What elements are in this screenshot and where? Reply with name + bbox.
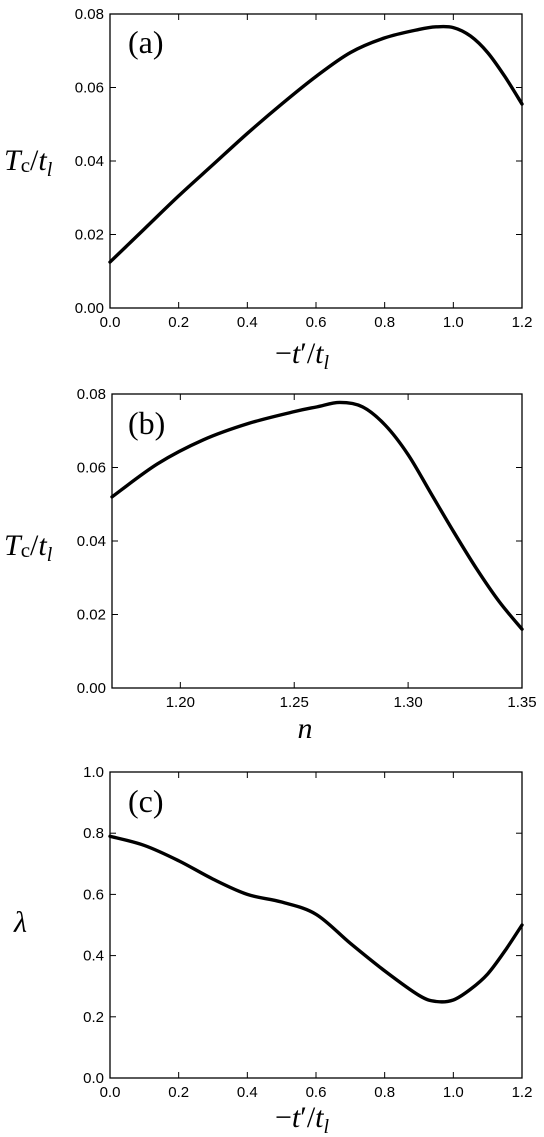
panel-c-xlabel-l: l bbox=[324, 1116, 330, 1137]
panel-a-tag: (a) bbox=[128, 24, 164, 60]
panel-c-ylabel: λ bbox=[13, 906, 27, 939]
panel-b-xlabel: n bbox=[298, 712, 313, 745]
panel-b-y-tick-label: 0.08 bbox=[77, 386, 106, 403]
panel-c-x-tick-label: 0.4 bbox=[237, 1084, 258, 1101]
panel-a-x-tick-label: 0.0 bbox=[100, 314, 121, 331]
panel-c-xlabel: −t′/tl bbox=[275, 1101, 330, 1137]
panel-c-xlabel-prime: ′ bbox=[300, 1101, 307, 1134]
panel-b-ylabel: Tc/tl bbox=[4, 529, 53, 566]
panel-a-ylabel-T: T bbox=[4, 144, 23, 177]
panel-c-x-tick-label: 0.6 bbox=[306, 1084, 327, 1101]
panel-a-y-tick-label: 0.02 bbox=[75, 227, 104, 244]
panel-a-ylabel-c: c bbox=[21, 153, 30, 177]
panel-c-x-tick-label: 1.2 bbox=[512, 1084, 533, 1101]
panel-a-xlabel-prime: ′ bbox=[300, 337, 307, 370]
panel-c-frame bbox=[109, 771, 523, 1079]
panel-a-ylabel-t: t bbox=[38, 144, 47, 177]
panel-a-y-tick-label: 0.08 bbox=[75, 6, 104, 23]
panel-a-ylabel: Tc/tl bbox=[4, 144, 53, 181]
panel-a-xlabel-t2: t bbox=[315, 337, 324, 370]
panel-b-ylabel-c: c bbox=[21, 538, 30, 562]
panel-b-y-tick-label: 0.06 bbox=[77, 460, 106, 477]
panel-a-ylabel-slash: / bbox=[30, 144, 39, 177]
panel-b-ticks bbox=[112, 393, 523, 689]
panel-a-y-tick-labels: 0.00 0.02 0.04 0.06 0.08 bbox=[75, 6, 104, 317]
panel-a-xlabel: −t′/tl bbox=[275, 337, 330, 374]
panel-a-y-tick-label: 0.06 bbox=[75, 80, 104, 97]
panel-c-y-tick-label: 0.0 bbox=[83, 1070, 104, 1087]
panel-c-xlabel-t2: t bbox=[315, 1101, 324, 1134]
panel-a: 0.0 0.2 0.4 0.6 0.8 1.0 1.2 0.000.020.040.060.… bbox=[4, 6, 532, 374]
panel-c-y-tick-label: 1.0 bbox=[83, 764, 104, 781]
panel-a-x-tick-label: 1.0 bbox=[443, 314, 464, 331]
panel-a-xlabel-t: t bbox=[292, 337, 301, 370]
panel-a-y-tick-label: 0.00 bbox=[75, 300, 104, 317]
panel-a-ylabel-l: l bbox=[47, 159, 53, 181]
panel-b-ylabel-slash: / bbox=[30, 529, 39, 562]
panel-b-series-line bbox=[110, 400, 524, 631]
panel-a-x-tick-label: 0.2 bbox=[168, 314, 189, 331]
panel-b-tag: (b) bbox=[128, 405, 165, 441]
panel-c-ticks bbox=[109, 771, 523, 1079]
panel-c-y-tick-label: 0.4 bbox=[83, 948, 104, 965]
panel-c-y-tick-label: 0.8 bbox=[83, 825, 104, 842]
panel-a-y-tick-label: 0.04 bbox=[75, 153, 104, 170]
panel-a-ticks bbox=[109, 13, 523, 309]
panel-c-x-tick-label: 0.0 bbox=[100, 1084, 121, 1101]
panel-a-xlabel-slash: / bbox=[307, 337, 316, 370]
panel-b-y-tick-label: 0.04 bbox=[77, 533, 106, 550]
panel-c-tag: (c) bbox=[128, 783, 164, 819]
panel-a-x-tick-label: 1.2 bbox=[512, 314, 533, 331]
panel-b-ylabel-T: T bbox=[4, 529, 23, 562]
panel-c-xlabel-minus: − bbox=[275, 1101, 292, 1134]
panel-b-x-tick-labels: 1.20 1.25 1.30 1.35 bbox=[166, 694, 537, 711]
panel-c-y-tick-label: 0.2 bbox=[83, 1009, 104, 1026]
panel-c-x-tick-label: 0.8 bbox=[374, 1084, 395, 1101]
panel-b: 1.20 1.25 1.30 1.35 0.00 0.02 0.04 0.06 0.08 (b… bbox=[4, 386, 537, 745]
panel-a-xlabel-minus: − bbox=[275, 337, 292, 370]
panel-c-series-line bbox=[108, 834, 524, 1004]
panel-a-xlabel-l: l bbox=[324, 352, 330, 374]
panel-b-x-tick-label: 1.25 bbox=[280, 694, 309, 711]
panel-c: 0.0 0.2 0.4 0.6 0.8 1.0 1.2 0.0 0.2 0.4 0.6 0.8 1.0… bbox=[13, 764, 532, 1137]
panel-c-y-tick-labels: 0.0 0.2 0.4 0.6 0.8 1.0 bbox=[83, 764, 104, 1087]
panel-b-y-tick-labels: 0.00 0.02 0.04 0.06 0.08 bbox=[77, 386, 106, 697]
panel-b-x-tick-label: 1.30 bbox=[394, 694, 423, 711]
panel-c-xlabel-t: t bbox=[292, 1101, 301, 1134]
panel-b-y-tick-label: 0.02 bbox=[77, 607, 106, 624]
panel-a-x-tick-label: 0.4 bbox=[237, 314, 258, 331]
panel-a-series-line bbox=[108, 24, 524, 264]
panel-a-frame bbox=[109, 13, 523, 309]
panel-b-ylabel-t: t bbox=[38, 529, 47, 562]
panel-b-x-tick-label: 1.35 bbox=[507, 694, 536, 711]
panel-a-x-tick-label: 0.8 bbox=[374, 314, 395, 331]
panel-b-x-tick-label: 1.20 bbox=[166, 694, 195, 711]
panel-a-x-tick-label: 0.6 bbox=[306, 314, 327, 331]
panel-a-x-tick-labels: 0.0 0.2 0.4 0.6 0.8 1.0 1.2 bbox=[100, 314, 533, 331]
panel-c-xlabel-slash: / bbox=[307, 1101, 316, 1134]
panel-c-x-tick-label: 0.2 bbox=[168, 1084, 189, 1101]
panel-c-x-tick-label: 1.0 bbox=[443, 1084, 464, 1101]
panel-c-y-tick-label: 0.6 bbox=[83, 886, 104, 903]
panel-c-x-tick-labels: 0.0 0.2 0.4 0.6 0.8 1.0 1.2 bbox=[100, 1084, 533, 1101]
panel-b-ylabel-l: l bbox=[47, 544, 53, 566]
panel-b-y-tick-label: 0.00 bbox=[77, 680, 106, 697]
